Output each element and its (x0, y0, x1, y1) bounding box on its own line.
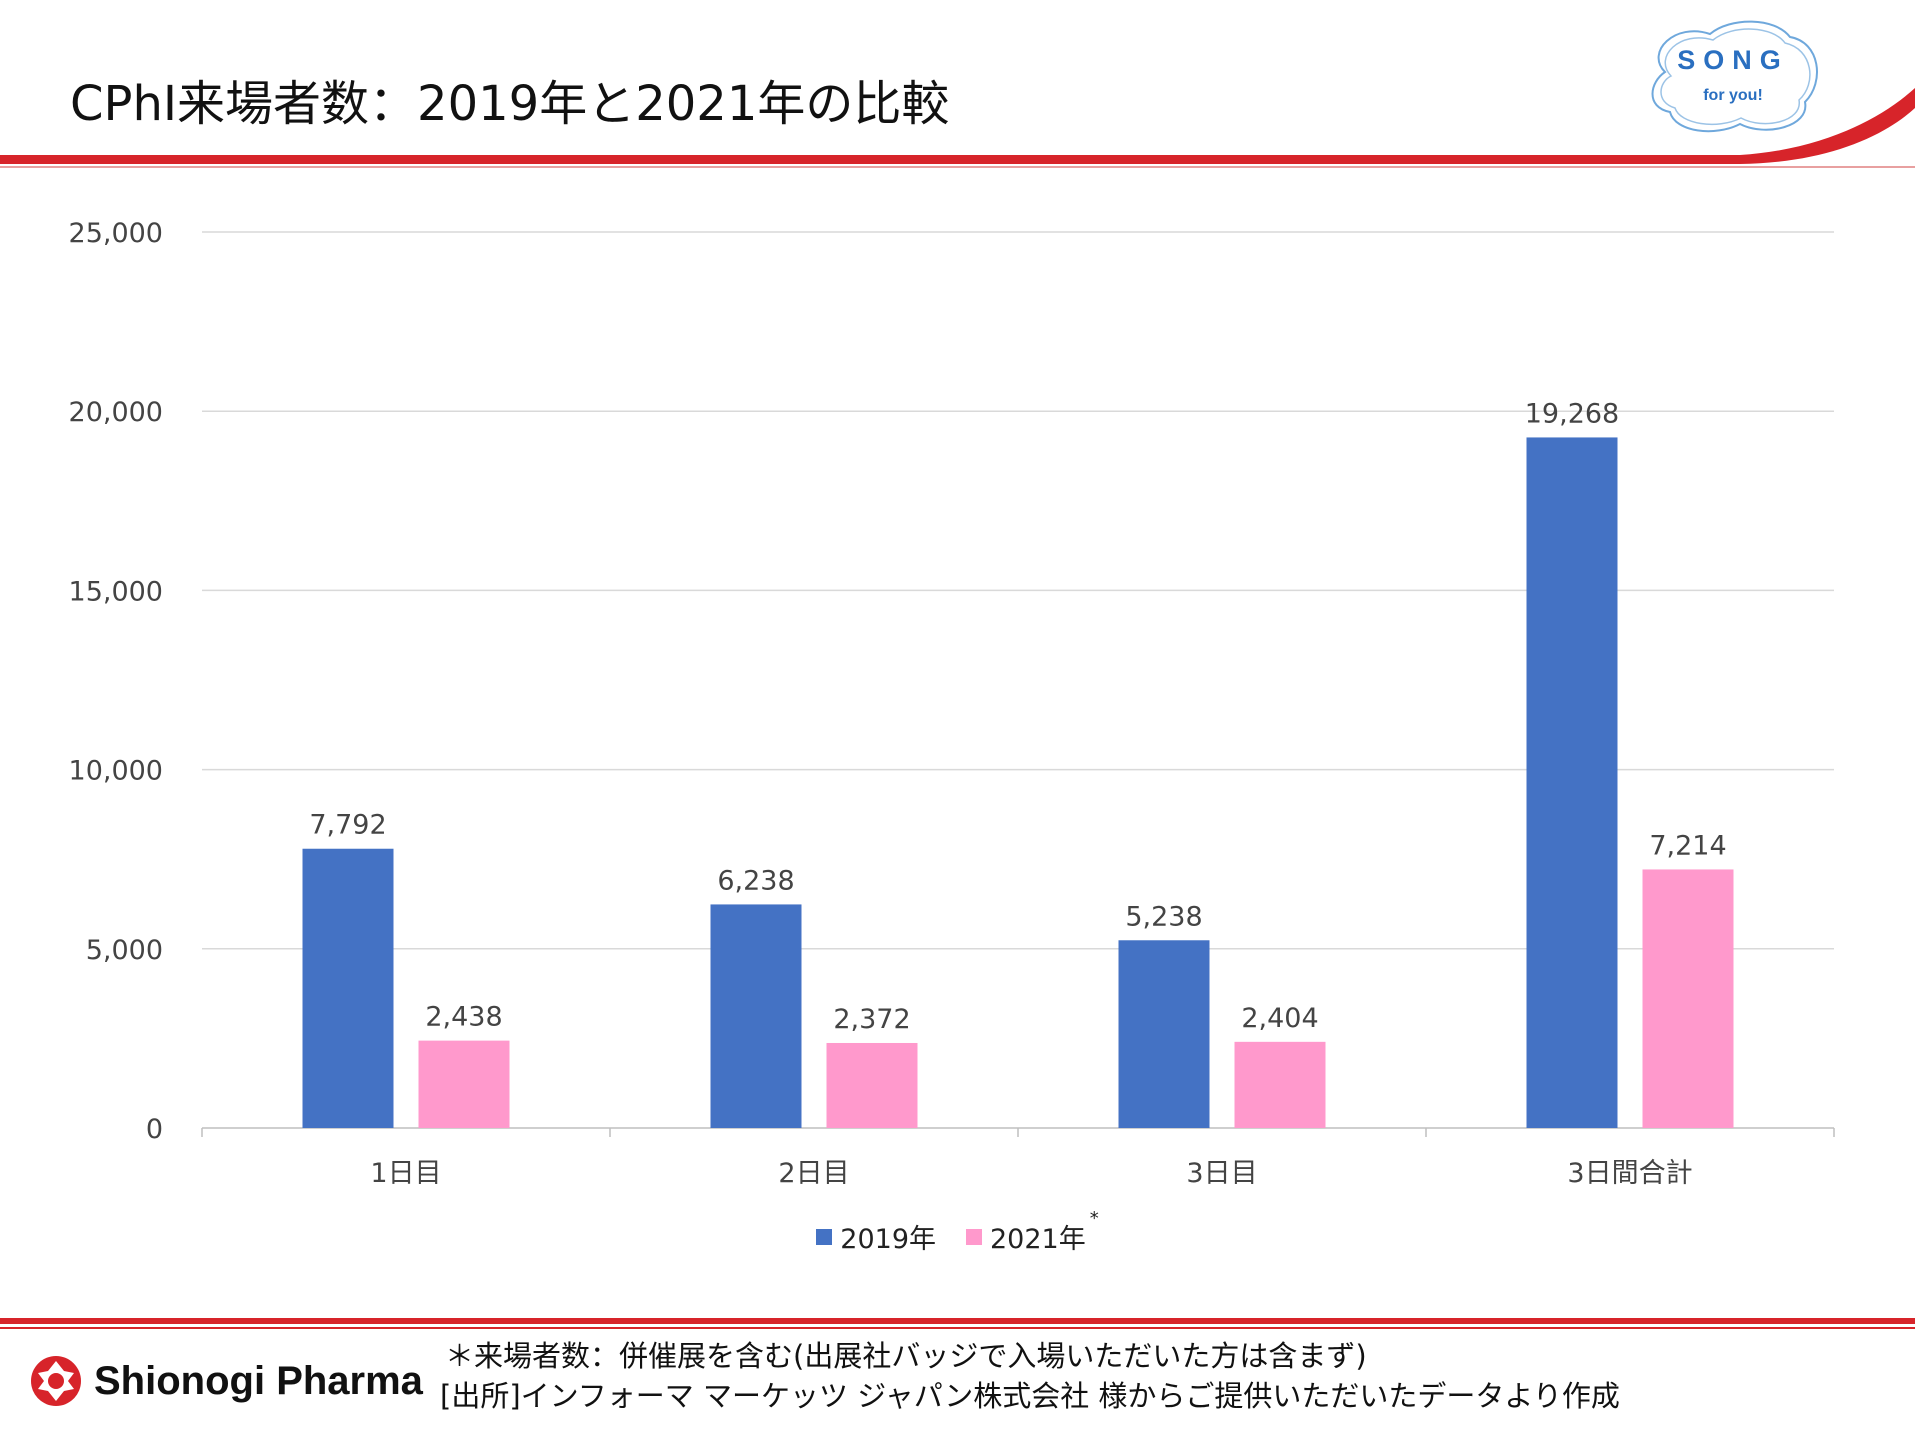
y-tick-label: 20,000 (69, 397, 163, 428)
footnote-source: [出所]インフォーマ マーケッツ ジャパン株式会社 様からご提供いただいたデータ… (440, 1379, 1620, 1413)
legend-item-2021: 2021年 * (966, 1208, 1099, 1256)
x-tick-label: 2日目 (778, 1158, 849, 1189)
y-tick-label: 5,000 (86, 935, 163, 966)
y-tick-label: 15,000 (69, 576, 163, 607)
legend-item-2019: 2019年 (816, 1217, 936, 1256)
bar-chart: 0 5,000 10,000 15,000 20,000 25,000 7,792 2,43… (69, 218, 1835, 1189)
data-labels: 7,792 2,438 6,238 2,372 5,238 2,404 19,268 7,21… (309, 398, 1726, 1035)
data-label: 6,238 (717, 865, 794, 896)
bars (302, 437, 1734, 1128)
footnote-visitors: ＊来場者数：併催展を含む(出展社バッジで入場いただいた方は含まず) (445, 1339, 1367, 1373)
data-label: 7,214 (1649, 830, 1726, 861)
data-label: 2,438 (425, 1002, 502, 1033)
bar-2019 (710, 904, 802, 1128)
y-tick-label: 25,000 (69, 218, 163, 249)
x-axis-ticks: 1日目 2日目 3日目 3日間合計 (370, 1158, 1692, 1189)
brand-name: Shionogi Pharma (94, 1358, 423, 1403)
legend-label-2021: 2021年 (990, 1224, 1086, 1255)
legend-swatch-2021 (966, 1228, 982, 1245)
page-title: CPhI来場者数：2019年と2021年の比較 (70, 76, 950, 132)
song-logo-title: SONG (1677, 45, 1789, 75)
header-stripe (0, 88, 1915, 168)
song-logo-subtitle: for you! (1703, 87, 1763, 104)
data-label: 2,404 (1241, 1003, 1318, 1034)
x-tick-label: 3日目 (1186, 1158, 1257, 1189)
bar-2021 (1234, 1041, 1326, 1128)
x-tick-label: 1日目 (370, 1158, 441, 1189)
song-logo: SONG for you! (1651, 20, 1818, 133)
footnotes: ＊来場者数：併催展を含む(出展社バッジで入場いただいた方は含まず) [出所]イン… (440, 1336, 1620, 1416)
data-label: 7,792 (309, 810, 386, 841)
x-tick-label: 3日間合計 (1567, 1158, 1692, 1189)
bar-2019 (1526, 437, 1618, 1128)
chart-legend: 2019年 2021年 * (0, 1208, 1915, 1256)
shionogi-bunbu-icon (31, 1356, 81, 1406)
data-label: 19,268 (1525, 398, 1619, 429)
bar-2019 (1118, 940, 1210, 1128)
bar-2021 (826, 1042, 918, 1128)
y-tick-label: 0 (146, 1114, 163, 1145)
bar-2021 (1642, 869, 1734, 1128)
legend-swatch-2019 (816, 1228, 833, 1245)
y-tick-label: 10,000 (69, 756, 163, 787)
bar-2021 (418, 1040, 510, 1128)
brand-logo: Shionogi Pharma (30, 1355, 423, 1407)
footer-divider (0, 1318, 1915, 1332)
legend-note-mark: * (1089, 1208, 1099, 1229)
bar-2019 (302, 848, 394, 1128)
data-label: 2,372 (833, 1004, 910, 1035)
y-axis-ticks: 0 5,000 10,000 15,000 20,000 25,000 (69, 218, 163, 1145)
data-label: 5,238 (1125, 901, 1202, 932)
legend-label-2019: 2019年 (840, 1224, 936, 1255)
